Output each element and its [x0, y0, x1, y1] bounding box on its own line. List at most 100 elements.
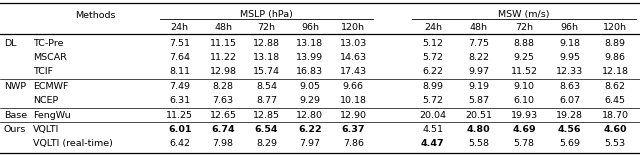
Text: 24h: 24h [424, 22, 442, 32]
Text: FengWu: FengWu [33, 111, 71, 119]
Text: 10.18: 10.18 [340, 96, 367, 105]
Text: 9.97: 9.97 [468, 67, 489, 76]
Text: 24h: 24h [171, 22, 189, 32]
Text: 6.45: 6.45 [605, 96, 626, 105]
Text: 96h: 96h [301, 22, 319, 32]
Text: 13.99: 13.99 [296, 53, 323, 62]
Text: NCEP: NCEP [33, 96, 58, 105]
Text: Methods: Methods [76, 12, 116, 20]
Text: 9.10: 9.10 [513, 82, 534, 91]
Text: 120h: 120h [341, 22, 365, 32]
Text: 12.98: 12.98 [210, 67, 237, 76]
Text: 6.07: 6.07 [559, 96, 580, 105]
Text: 9.19: 9.19 [468, 82, 489, 91]
Text: MSW (m/s): MSW (m/s) [499, 10, 550, 19]
Text: 6.01: 6.01 [168, 125, 191, 134]
Text: NWP: NWP [4, 82, 26, 91]
Text: 12.33: 12.33 [556, 67, 583, 76]
Text: 9.95: 9.95 [559, 53, 580, 62]
Text: 6.74: 6.74 [211, 125, 235, 134]
Text: 5.58: 5.58 [468, 139, 489, 148]
Text: TCIF: TCIF [33, 67, 53, 76]
Text: 5.69: 5.69 [559, 139, 580, 148]
Text: 11.25: 11.25 [166, 111, 193, 119]
Text: 13.03: 13.03 [340, 39, 367, 48]
Text: 5.12: 5.12 [422, 39, 444, 48]
Text: 12.90: 12.90 [340, 111, 367, 119]
Text: 7.63: 7.63 [212, 96, 234, 105]
Text: 9.18: 9.18 [559, 39, 580, 48]
Text: 12.65: 12.65 [210, 111, 237, 119]
Text: 5.87: 5.87 [468, 96, 489, 105]
Text: 6.10: 6.10 [513, 96, 534, 105]
Text: 7.75: 7.75 [468, 39, 489, 48]
Text: 17.43: 17.43 [340, 67, 367, 76]
Text: 8.99: 8.99 [422, 82, 444, 91]
Text: 72h: 72h [257, 22, 275, 32]
Text: 8.29: 8.29 [256, 139, 277, 148]
Text: VQLTI: VQLTI [33, 125, 60, 134]
Text: 8.88: 8.88 [513, 39, 534, 48]
Text: 72h: 72h [515, 22, 533, 32]
Text: 7.49: 7.49 [169, 82, 190, 91]
Text: 4.56: 4.56 [558, 125, 581, 134]
Text: 12.85: 12.85 [253, 111, 280, 119]
Text: 8.28: 8.28 [212, 82, 234, 91]
Text: 7.97: 7.97 [300, 139, 321, 148]
Text: 12.88: 12.88 [253, 39, 280, 48]
Text: 6.22: 6.22 [298, 125, 322, 134]
Text: 7.51: 7.51 [169, 39, 190, 48]
Text: 4.60: 4.60 [604, 125, 627, 134]
Text: Ours: Ours [4, 125, 26, 134]
Text: 7.98: 7.98 [212, 139, 234, 148]
Text: 6.31: 6.31 [169, 96, 190, 105]
Text: 120h: 120h [604, 22, 627, 32]
Text: MSLP (hPa): MSLP (hPa) [240, 10, 293, 19]
Text: 12.80: 12.80 [296, 111, 323, 119]
Text: 96h: 96h [561, 22, 579, 32]
Text: 11.22: 11.22 [210, 53, 237, 62]
Text: 4.80: 4.80 [467, 125, 490, 134]
Text: 48h: 48h [214, 22, 232, 32]
Text: VQLTI (real-time): VQLTI (real-time) [33, 139, 113, 148]
Text: 19.28: 19.28 [556, 111, 583, 119]
Text: 8.54: 8.54 [256, 82, 277, 91]
Text: TC-Pre: TC-Pre [33, 39, 63, 48]
Text: 8.63: 8.63 [559, 82, 580, 91]
Text: 7.64: 7.64 [169, 53, 190, 62]
Text: 5.78: 5.78 [513, 139, 534, 148]
Text: 9.86: 9.86 [605, 53, 626, 62]
Text: 8.22: 8.22 [468, 53, 489, 62]
Text: 15.74: 15.74 [253, 67, 280, 76]
Text: 19.93: 19.93 [511, 111, 538, 119]
Text: 8.11: 8.11 [169, 67, 190, 76]
Text: 8.62: 8.62 [605, 82, 626, 91]
Text: 18.70: 18.70 [602, 111, 628, 119]
Text: 6.22: 6.22 [422, 67, 444, 76]
Text: 11.15: 11.15 [210, 39, 237, 48]
Text: Base: Base [4, 111, 27, 119]
Text: 5.72: 5.72 [422, 53, 444, 62]
Text: 11.52: 11.52 [511, 67, 538, 76]
Text: DL: DL [4, 39, 17, 48]
Text: 7.86: 7.86 [343, 139, 364, 148]
Text: 9.29: 9.29 [300, 96, 321, 105]
Text: 9.25: 9.25 [513, 53, 534, 62]
Text: 8.89: 8.89 [605, 39, 626, 48]
Text: 9.05: 9.05 [300, 82, 321, 91]
Text: ECMWF: ECMWF [33, 82, 68, 91]
Text: MSCAR: MSCAR [33, 53, 67, 62]
Text: 20.04: 20.04 [419, 111, 446, 119]
Text: 20.51: 20.51 [465, 111, 492, 119]
Text: 9.66: 9.66 [343, 82, 364, 91]
Text: 14.63: 14.63 [340, 53, 367, 62]
Text: 16.83: 16.83 [296, 67, 323, 76]
Text: 5.53: 5.53 [605, 139, 626, 148]
Text: 6.54: 6.54 [255, 125, 278, 134]
Text: 4.69: 4.69 [512, 125, 536, 134]
Text: 4.47: 4.47 [421, 139, 445, 148]
Text: 5.72: 5.72 [422, 96, 444, 105]
Text: 8.77: 8.77 [256, 96, 277, 105]
Text: 6.42: 6.42 [169, 139, 190, 148]
Text: 12.18: 12.18 [602, 67, 628, 76]
